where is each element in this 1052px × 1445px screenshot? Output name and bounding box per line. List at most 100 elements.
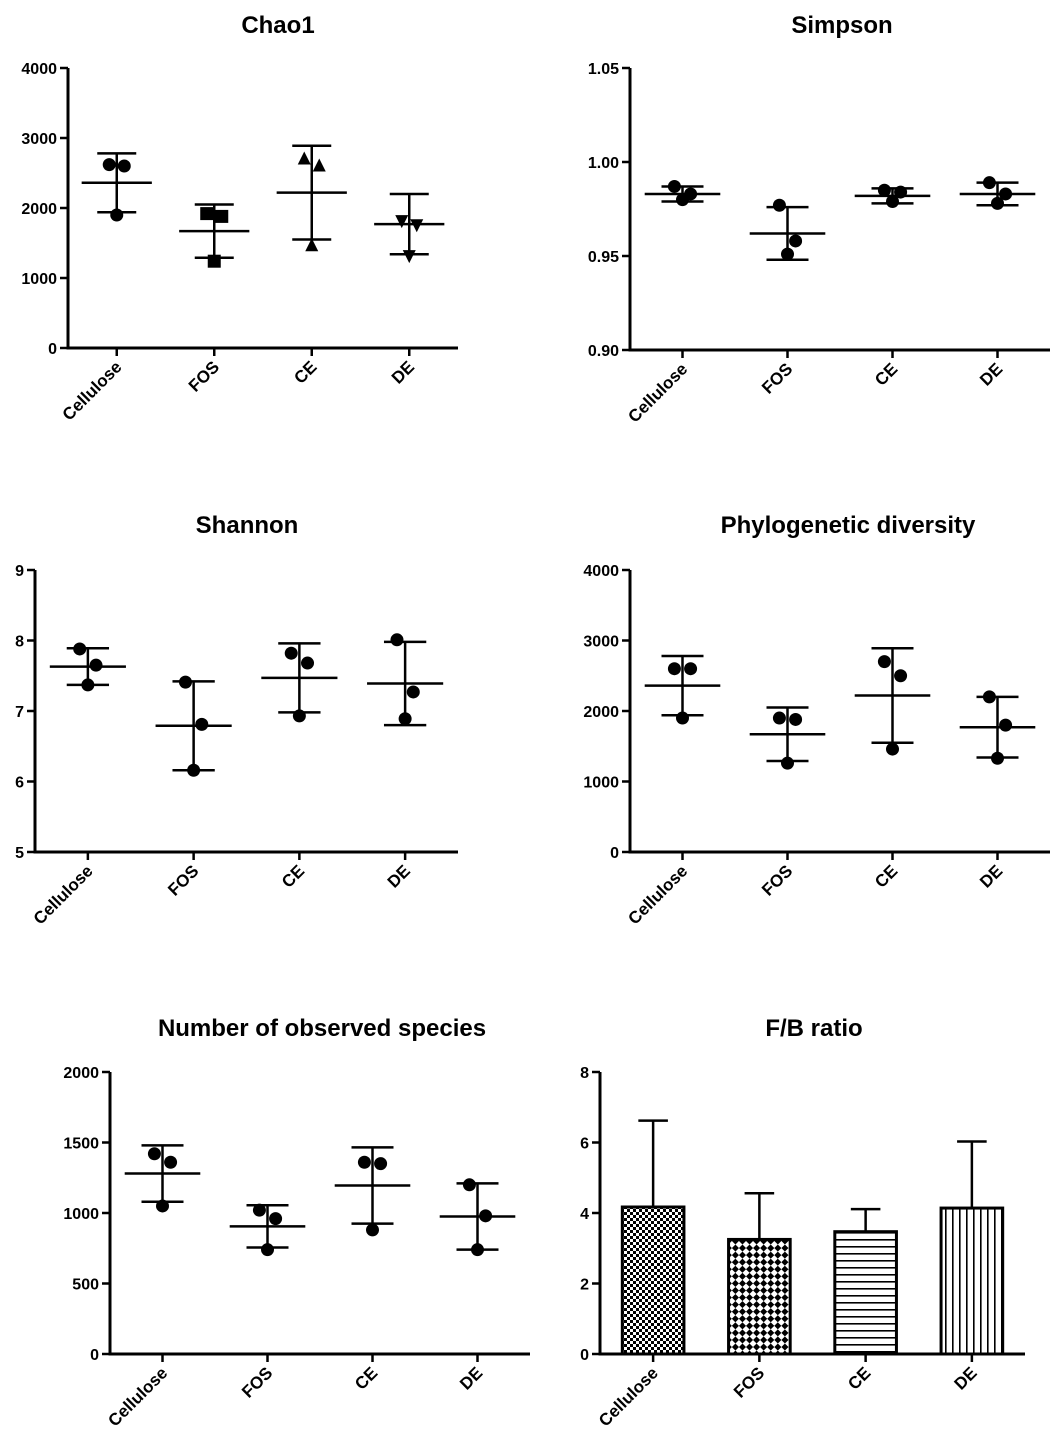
x-tick-label: CE [351, 1363, 381, 1393]
x-tick-label: Cellulose [624, 359, 691, 426]
data-point [292, 709, 306, 723]
bar [939, 1206, 1005, 1356]
bar [727, 1237, 792, 1356]
panel-title: Shannon [196, 512, 299, 539]
panel-title: Simpson [791, 12, 892, 39]
data-point [398, 712, 412, 726]
data-point [402, 250, 416, 264]
data-point [252, 1203, 266, 1217]
y-tick-label: 0.95 [588, 249, 619, 266]
data-point [305, 238, 319, 252]
y-tick-label: 8 [580, 1065, 589, 1082]
data-point [999, 718, 1013, 732]
x-tick-label: CE [871, 359, 901, 389]
y-tick-label: 8 [15, 634, 24, 651]
data-point [886, 742, 899, 756]
x-tick-label: DE [976, 359, 1006, 389]
x-tick-label: FOS [185, 357, 223, 395]
data-point [312, 158, 326, 172]
panel-phylogenetic-diversity: Phylogenetic diversity 0 1000 2000 3000 4000… [583, 512, 1050, 928]
y-tick-label: 1000 [583, 775, 619, 792]
data-point [877, 183, 891, 197]
panel-title: F/B ratio [765, 1015, 862, 1042]
x-tick-label: CE [290, 357, 320, 387]
data-point [187, 763, 201, 777]
y-tick-label: 6 [15, 775, 24, 792]
data-point [156, 1199, 169, 1213]
y-tick-label: 6 [580, 1136, 589, 1153]
data-point [178, 675, 192, 689]
data-point [410, 219, 424, 233]
data-point [781, 247, 794, 261]
x-tick-label: FOS [758, 861, 796, 899]
y-tick-label: 7 [15, 704, 24, 721]
x-tick-label: Cellulose [30, 861, 97, 928]
x-tick-label: Cellulose [624, 861, 691, 928]
data-point [471, 1243, 484, 1257]
data-point [999, 187, 1013, 201]
data-point [462, 1178, 476, 1192]
y-tick-label: 3000 [21, 131, 57, 148]
x-tick-label: CE [278, 861, 308, 891]
x-tick-label: CE [844, 1363, 874, 1393]
data-point [117, 159, 131, 173]
y-tick-label: 2000 [63, 1065, 99, 1082]
x-tick-label: DE [976, 861, 1006, 891]
panel-chao1: Chao1 0 1000 2000 3000 4000 Cellulose FOS CE DE [21, 12, 458, 424]
y-tick-label: 1000 [63, 1206, 99, 1223]
y-tick-label: 4 [580, 1206, 589, 1223]
marks: 0 1000 2000 3000 4000 Cellulose FOS CE DE [583, 563, 1050, 928]
bar [620, 1205, 686, 1356]
data-point [789, 234, 803, 248]
y-tick-label: 2 [580, 1277, 589, 1294]
bar [833, 1230, 898, 1356]
y-tick-label: 4000 [583, 563, 619, 580]
data-point [297, 151, 311, 165]
panel-title: Number of observed species [158, 1015, 486, 1042]
data-point [991, 196, 1004, 210]
y-tick-label: 0 [48, 341, 57, 358]
y-tick-label: 0 [610, 845, 619, 862]
y-tick-label: 0 [90, 1347, 99, 1364]
data-point [479, 1209, 493, 1223]
data-point [195, 717, 209, 731]
data-point [147, 1147, 161, 1161]
marks: 0.90 0.95 1.00 1.05 Cellulose FOS CE DE [588, 61, 1050, 426]
panel-simpson: Simpson 0.90 0.95 1.00 1.05 Cellulose FOS CE DE [588, 12, 1050, 426]
y-tick-label: 0.90 [588, 343, 619, 360]
data-point [772, 711, 786, 725]
data-point [886, 194, 899, 208]
data-point [207, 254, 221, 268]
data-point [110, 208, 124, 222]
data-point [789, 712, 803, 726]
y-tick-label: 2000 [21, 201, 57, 218]
y-tick-label: 1.05 [588, 61, 619, 78]
panel-observed-species: Number of observed species 0 500 1000 1500 2… [63, 1015, 530, 1430]
y-tick-label: 0 [580, 1347, 589, 1364]
data-point [894, 669, 908, 683]
data-point [982, 176, 996, 190]
x-tick-label: Cellulose [595, 1363, 662, 1430]
x-tick-label: DE [388, 357, 418, 387]
data-point [81, 678, 95, 692]
marks: 5 6 7 8 9 Cellulose FOS CE DE [15, 563, 458, 928]
x-tick-label: CE [871, 861, 901, 891]
x-tick-label: DE [384, 861, 414, 891]
x-tick-label: DE [456, 1363, 486, 1393]
y-tick-label: 1.00 [588, 155, 619, 172]
data-point [215, 209, 229, 223]
data-point [894, 185, 908, 199]
data-point [164, 1155, 178, 1169]
x-tick-label: FOS [164, 861, 202, 899]
data-point [102, 158, 116, 172]
panel-title: Chao1 [241, 12, 314, 39]
panel-title: Phylogenetic diversity [721, 512, 976, 539]
data-point [676, 711, 689, 725]
y-tick-label: 4000 [21, 61, 57, 78]
x-tick-label: Cellulose [59, 357, 126, 424]
data-point [684, 662, 698, 676]
data-point [390, 633, 404, 647]
marks: 0 2 4 6 8 Cellulose FOS CE DE [580, 1065, 1025, 1430]
x-tick-label: DE [951, 1363, 981, 1393]
